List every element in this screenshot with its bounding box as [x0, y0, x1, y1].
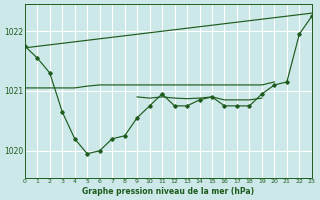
- X-axis label: Graphe pression niveau de la mer (hPa): Graphe pression niveau de la mer (hPa): [82, 187, 254, 196]
